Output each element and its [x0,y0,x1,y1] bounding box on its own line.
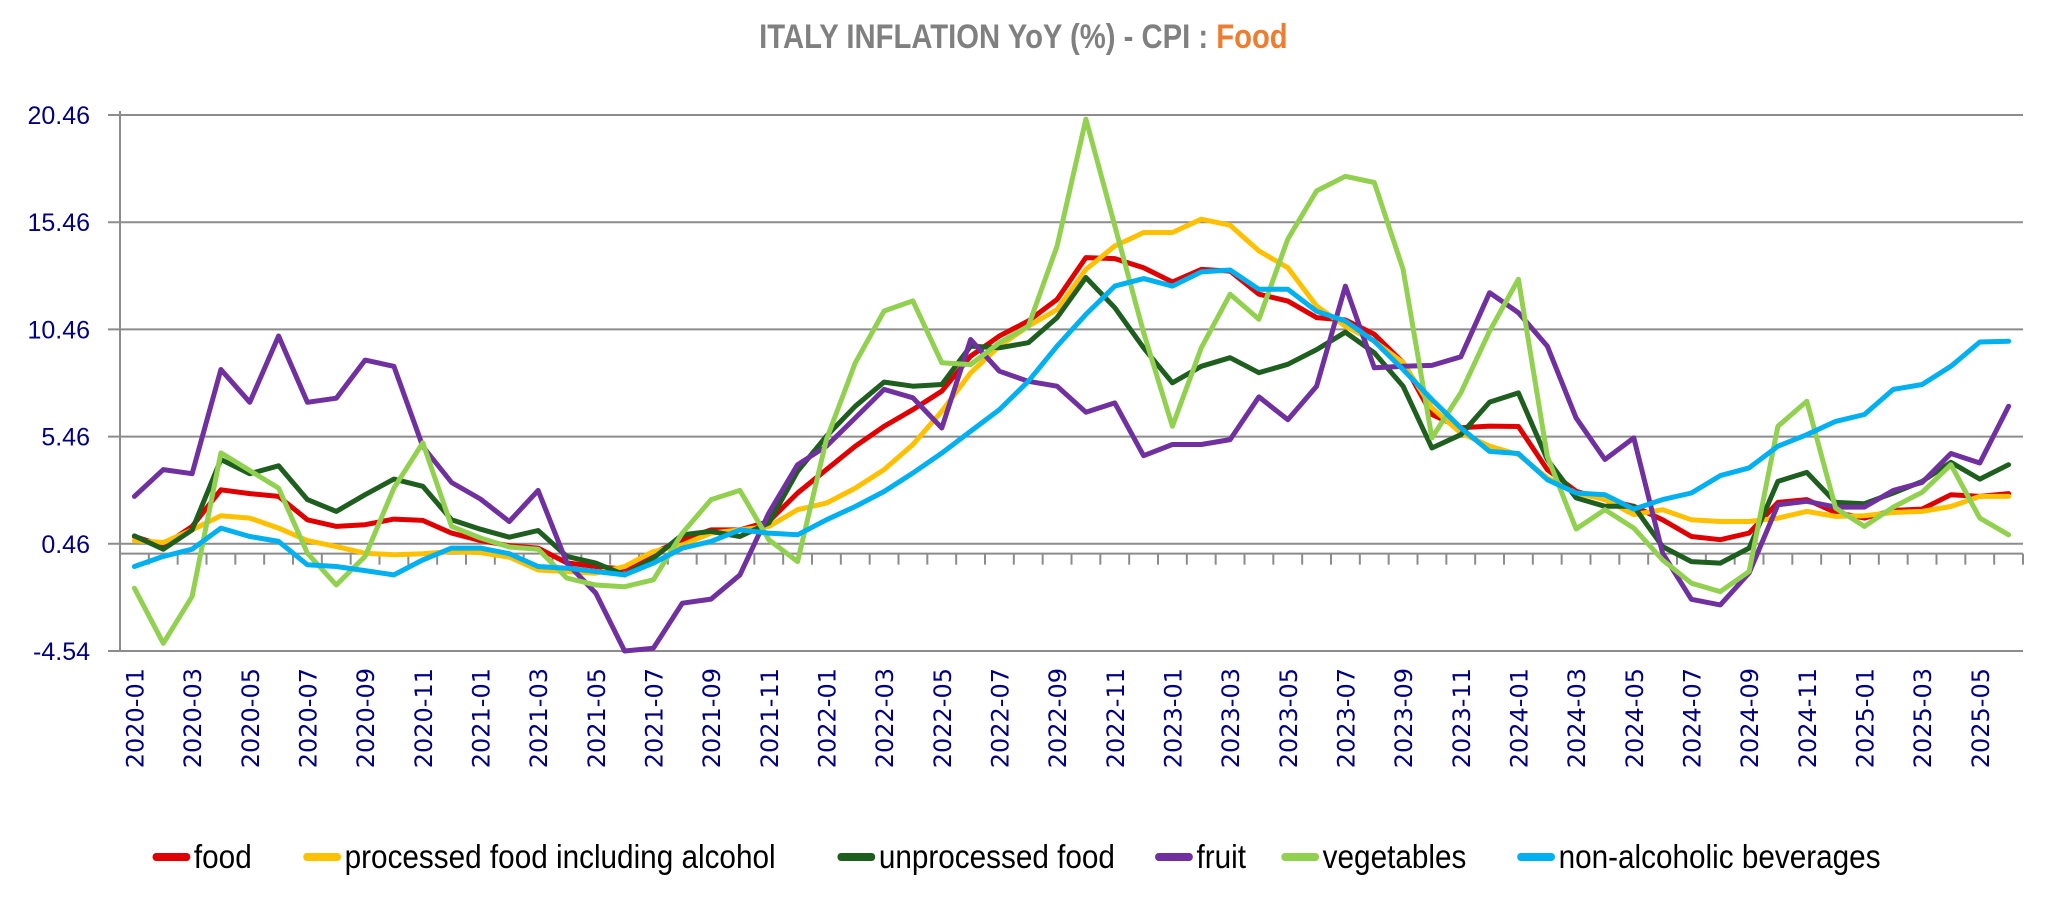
series-line-non-alcoholic-beverages [131,267,2012,578]
y-axis: 20.46 15.46 10.46 5.46 0.46 -4.54 [27,102,121,666]
chart-title: ITALY INFLATION YoY (%) - CPI : Food [143,18,1903,57]
x-tick-label: 2023-07 [1332,668,1360,768]
x-tick-label: 2021-05 [583,668,611,768]
x-tick-label: 2025-05 [1967,668,1995,768]
gridlines [108,114,2023,652]
series-lines [131,116,2012,654]
x-tick-label: 2024-09 [1736,668,1764,768]
y-tick-label: -4.54 [33,638,90,666]
legend-item: fruit [1155,838,1246,876]
x-tick-label: 2023-09 [1390,668,1418,768]
x-tick-label: 2021-11 [756,668,784,768]
legend: food processed food including alcohol unpr… [0,838,2047,876]
x-tick-label: 2023-03 [1217,668,1245,768]
y-tick-label: 10.46 [27,316,90,344]
x-axis: 2020-01 2020-03 2020-05 2020-07 2020-09 2020-… [119,552,2024,768]
x-tick-label: 2024-03 [1563,668,1591,768]
x-tick-label: 2020-09 [352,668,380,768]
x-tick-label: 2022-05 [929,668,957,768]
series-line-vegetables [131,116,2012,646]
legend-swatch [837,853,875,861]
legend-swatch [303,853,341,861]
x-tick-label: 2020-07 [294,668,322,768]
chart-title-accent: Food [1216,18,1288,56]
x-tick-label: 2020-03 [179,668,207,768]
x-tick-label: 2024-05 [1621,668,1649,768]
x-tick-label: 2020-01 [121,668,149,768]
x-tick-label: 2022-11 [1102,668,1130,768]
x-tick-label: 2022-01 [813,668,841,768]
legend-swatch [152,853,190,861]
x-tick-label: 2021-03 [525,668,553,768]
legend-swatch [1516,853,1555,861]
y-tick-label: 20.46 [27,102,90,130]
legend-swatch [1155,853,1193,861]
x-tick-label: 2023-11 [1448,668,1476,768]
x-tick-label: 2021-07 [640,668,668,768]
legend-item: food [152,838,251,876]
x-tick-label: 2021-01 [467,668,495,768]
legend-label: vegetables [1322,838,1467,875]
legend-item: unprocessed food [837,838,1115,876]
y-tick-label: 15.46 [27,209,90,237]
y-tick-label: 0.46 [41,531,90,559]
legend-item: vegetables [1281,838,1466,876]
series-line-fruit [131,283,2012,654]
chart-title-main: ITALY INFLATION YoY (%) - CPI : [759,18,1217,56]
legend-label: processed food including alcohol [344,838,776,875]
x-tick-label: 2022-03 [871,668,899,768]
x-tick-label: 2022-09 [1044,668,1072,768]
x-tick-label: 2024-11 [1794,668,1822,768]
x-tick-label: 2024-07 [1678,668,1706,768]
legend-label: unprocessed food [878,838,1115,875]
y-tick-label: 5.46 [41,424,90,452]
legend-item: processed food including alcohol [303,838,775,876]
legend-item: non-alcoholic beverages [1516,838,1881,876]
legend-label: fruit [1196,838,1246,875]
legend-label: non-alcoholic beverages [1558,838,1881,875]
legend-swatch [1281,853,1320,861]
x-tick-label: 2024-01 [1505,668,1533,768]
x-tick-label: 2020-05 [237,668,265,768]
x-tick-label: 2020-11 [410,668,438,768]
legend-label: food [193,838,252,875]
x-tick-label: 2023-01 [1159,668,1187,768]
series-line-food [131,255,2012,572]
x-tick-label: 2022-07 [986,668,1014,768]
x-tick-label: 2021-09 [698,668,726,768]
x-tick-label: 2025-03 [1909,668,1937,768]
x-tick-label: 2025-01 [1851,668,1879,768]
x-tick-label: 2023-05 [1275,668,1303,768]
